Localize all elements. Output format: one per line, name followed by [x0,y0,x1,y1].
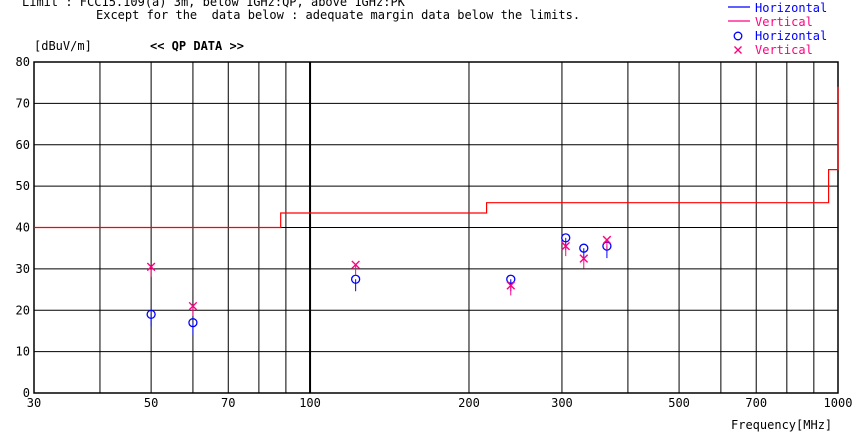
x-tick-label: 300 [551,396,573,410]
legend-line-vertical-label: Vertical [755,15,813,29]
legend-marker-vertical-label: Vertical [755,43,813,57]
y-tick-label: 70 [16,96,30,110]
chart-title: << QP DATA >> [150,39,244,53]
y-tick-label: 50 [16,179,30,193]
data-point-horizontal [579,243,589,253]
legend-x-symbol [734,46,742,54]
data-point-horizontal [188,318,198,328]
x-tick-label: 200 [458,396,480,410]
x-tick-label: 500 [668,396,690,410]
data-point-vertical [188,301,198,311]
x-tick-label: 1000 [824,396,853,410]
limit-line [34,86,839,229]
data-point-horizontal [561,233,571,243]
data-point-vertical [579,254,589,263]
y-axis-label: [dBuV/m] [34,39,92,53]
data-point-vertical [146,262,156,272]
data-point-horizontal [146,309,156,320]
y-tick-label: 10 [16,345,30,359]
x-tick-label: 700 [745,396,767,410]
data-point-vertical [561,241,571,251]
data-point-horizontal [506,274,516,284]
data-point-vertical [506,281,516,290]
limit-line-text: Limit : FCC15.109(a) 3m, below 1GHz:QP, … [22,0,405,9]
y-tick-label: 80 [16,55,30,69]
x-axis-label: Frequency[MHz] [731,418,833,432]
x-tick-label: 100 [299,396,321,410]
x-tick-label: 30 [27,396,41,410]
x-tick-label: 50 [144,396,158,410]
legend-circle-symbol [733,31,743,41]
data-point-vertical [602,235,612,245]
y-tick-label: 40 [16,221,30,235]
y-tick-label: 0 [23,386,30,400]
legend-marker-horizontal-label: Horizontal [755,29,828,43]
data-point-horizontal [350,274,361,284]
data-point-vertical [351,260,360,270]
margin-note-text: Except for the data below : adequate mar… [96,8,581,22]
legend-line-horizontal-label: Horizontal [755,1,828,15]
y-tick-label: 60 [16,138,30,152]
y-tick-label: 30 [16,262,30,276]
y-tick-label: 20 [16,303,30,317]
x-tick-label: 70 [221,396,235,410]
